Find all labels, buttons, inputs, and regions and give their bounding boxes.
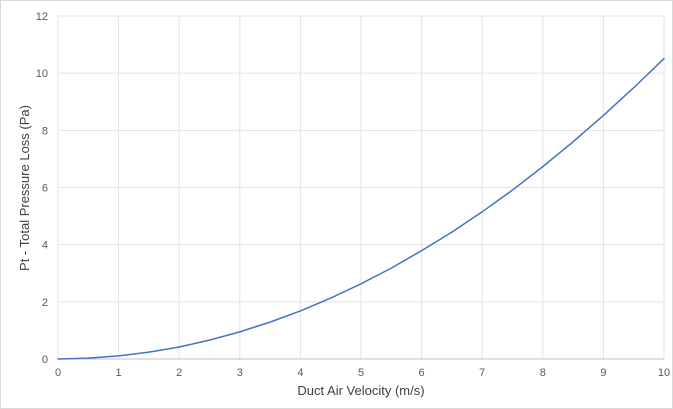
x-tick-label: 0 xyxy=(55,367,61,379)
y-tick-label: 6 xyxy=(42,183,48,195)
gridlines xyxy=(57,15,665,360)
x-tick-label: 3 xyxy=(237,367,243,379)
y-axis-title: Pt - Total Pressure Loss (Pa) xyxy=(17,105,32,271)
y-tick-label: 2 xyxy=(42,297,48,309)
x-tick-label: 7 xyxy=(479,367,485,379)
x-tick-label: 10 xyxy=(658,367,670,379)
x-tick-label: 8 xyxy=(540,367,546,379)
x-tick-label: 9 xyxy=(600,367,606,379)
x-tick-label: 1 xyxy=(116,367,122,379)
series-lines xyxy=(57,57,665,360)
y-tick-label: 0 xyxy=(42,354,48,366)
x-tick-label: 2 xyxy=(176,367,182,379)
y-tick-label: 8 xyxy=(42,125,48,137)
x-tick-label: 5 xyxy=(358,367,364,379)
y-tick-label: 4 xyxy=(42,240,48,252)
y-tick-label: 12 xyxy=(36,11,48,23)
x-tick-label: 4 xyxy=(297,367,303,379)
y-tick-label: 10 xyxy=(36,68,48,80)
series-line xyxy=(57,57,665,360)
x-axis-title: Duct Air Velocity (m/s) xyxy=(297,383,424,398)
x-tick-label: 6 xyxy=(419,367,425,379)
